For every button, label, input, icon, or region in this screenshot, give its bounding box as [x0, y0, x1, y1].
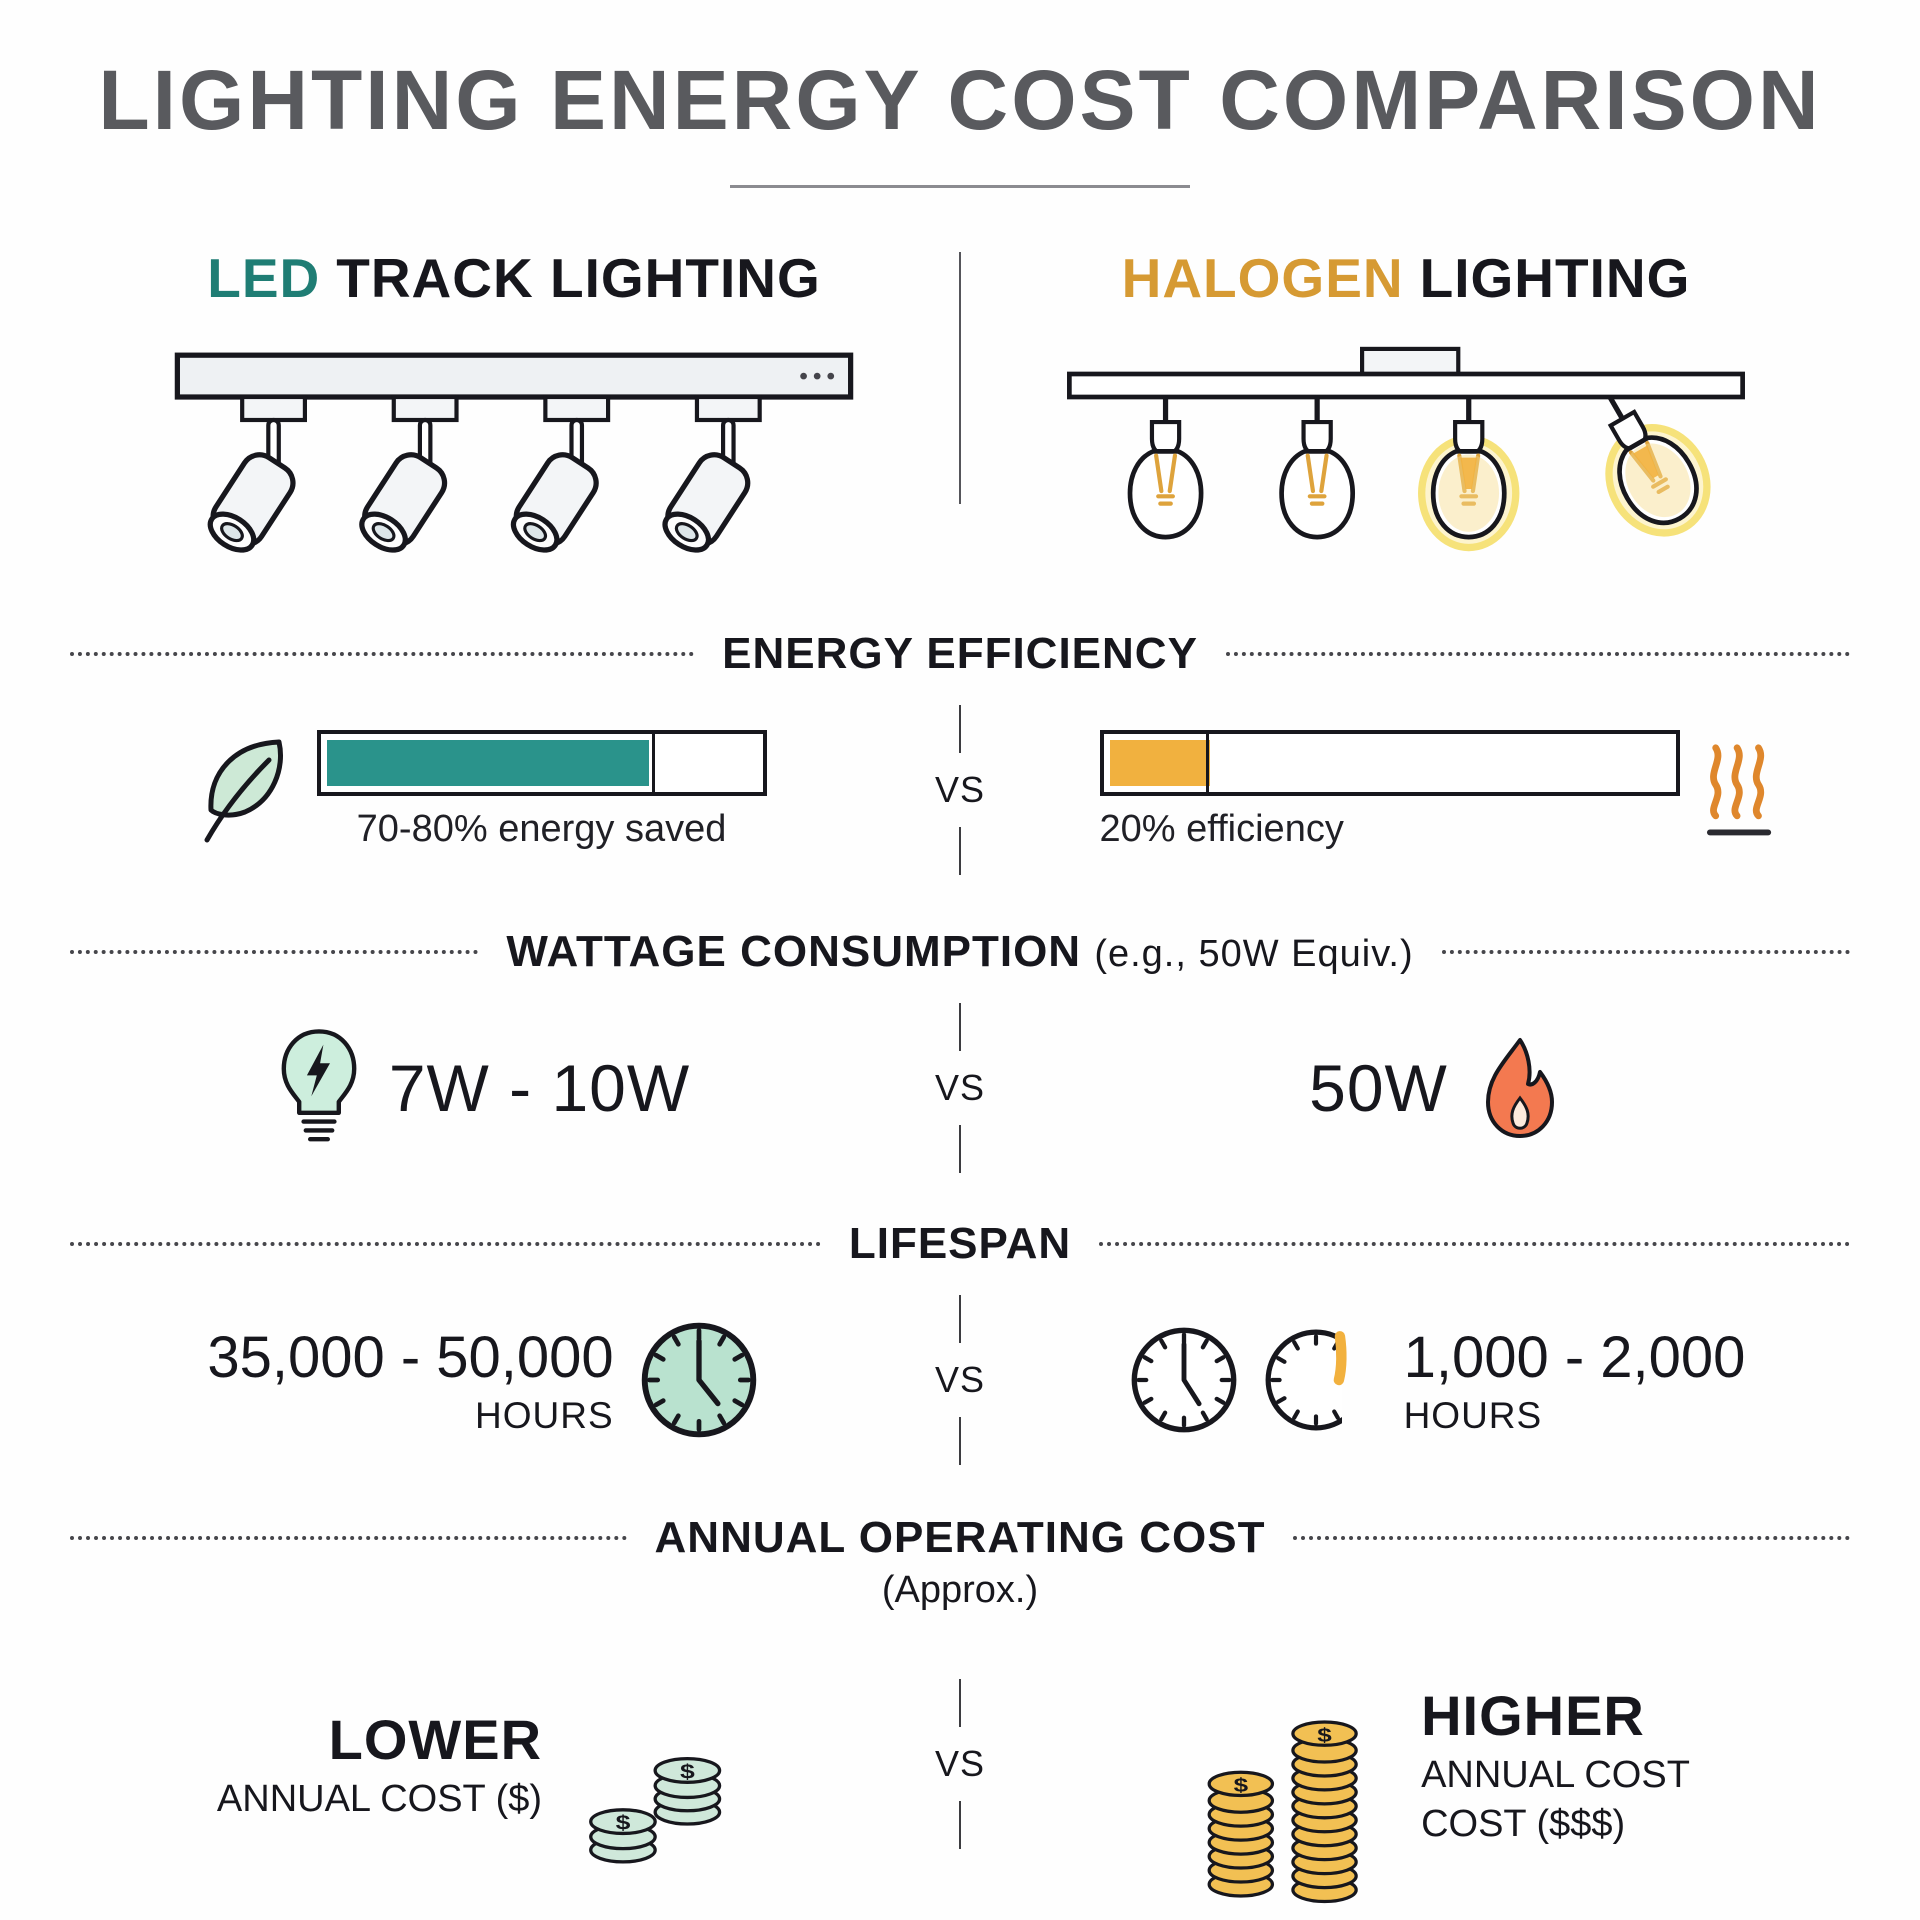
- vs-label: VS: [934, 1359, 986, 1401]
- led-lifespan-value: 35,000 - 50,000: [207, 1324, 614, 1390]
- section-heading-efficiency: ENERGY EFFICIENCY: [70, 629, 1851, 679]
- led-efficiency-bar-group: 70-80% energy saved: [316, 729, 767, 851]
- title-divider: [730, 185, 1190, 188]
- lifespan-row: 35,000 - 50,000 HOURS VS: [70, 1295, 1850, 1466]
- led-bulb-icon: [281, 1028, 357, 1142]
- efficiency-heading: ENERGY EFFICIENCY: [722, 629, 1198, 679]
- led-column: LED TRACK LIGHTING: [70, 246, 958, 589]
- dotted-leader: [1441, 950, 1851, 955]
- dotted-leader: [70, 950, 479, 955]
- led-lifespan-unit: HOURS: [475, 1394, 614, 1436]
- halogen-efficiency-bar: [1099, 729, 1680, 796]
- flame-icon: [1485, 1038, 1554, 1139]
- vs-line-top: [959, 705, 961, 754]
- vs-line-top: [959, 1679, 961, 1728]
- led-wattage-value: 7W - 10W: [388, 1051, 691, 1126]
- lifespan-halogen-cell: 1,000 - 2,000 HOURS: [1025, 1324, 1850, 1437]
- lifespan-heading: LIFESPAN: [848, 1219, 1072, 1269]
- section-heading-cost: ANNUAL OPERATING COST: [70, 1513, 1851, 1563]
- halogen-label: HALOGEN: [1121, 247, 1404, 309]
- wattage-heading: WATTAGE CONSUMPTION (e.g., 50W Equiv.): [506, 927, 1413, 977]
- clock-partial-icon: [1265, 1329, 1347, 1431]
- cost-row: LOWER ANNUAL COST ($) VS: [70, 1622, 1850, 1906]
- led-cost-text: LOWER ANNUAL COST ($): [217, 1707, 542, 1821]
- dotted-leader: [1099, 1242, 1850, 1247]
- coins-led-icon: [589, 1756, 722, 1864]
- led-lifespan-text: 35,000 - 50,000 HOURS: [207, 1324, 613, 1437]
- dotted-leader: [70, 1242, 821, 1247]
- halogen-cost-value: HIGHER: [1421, 1683, 1645, 1747]
- leaf-icon: [204, 739, 283, 843]
- wattage-heading-text: WATTAGE CONSUMPTION: [506, 927, 1082, 977]
- wattage-halogen-cell: 50W: [1025, 1034, 1850, 1142]
- coins-halogen-icon: [1207, 1720, 1358, 1904]
- dotted-leader: [70, 652, 695, 657]
- led-fill-mark: [652, 733, 655, 792]
- halogen-efficiency-label: 20% efficiency: [1099, 807, 1344, 850]
- vs-label: VS: [934, 1743, 986, 1785]
- column-divider-line: [959, 252, 961, 504]
- dotted-leader: [70, 1536, 627, 1541]
- vs-divider: VS: [895, 1679, 1025, 1850]
- halogen-efficiency-fill: [1109, 739, 1211, 786]
- halogen-fixture-illustration: [1067, 346, 1745, 552]
- vs-line-top: [959, 1295, 961, 1344]
- vs-line-bottom: [959, 827, 961, 876]
- section-heading-lifespan: LIFESPAN: [70, 1219, 1850, 1269]
- led-label-rest: TRACK LIGHTING: [336, 247, 821, 309]
- halogen-lifespan-unit: HOURS: [1403, 1394, 1543, 1436]
- vs-divider: VS: [895, 1003, 1025, 1174]
- clock-icon-halogen: [1131, 1327, 1236, 1433]
- halogen-column-title: HALOGEN LIGHTING: [1122, 246, 1691, 310]
- track-dots: [800, 372, 835, 380]
- halogen-lifespan-text: 1,000 - 2,000 HOURS: [1394, 1324, 1746, 1437]
- led-efficiency-fill: [326, 739, 649, 786]
- vs-divider: VS: [895, 1295, 1025, 1466]
- led-efficiency-label: 70-80% energy saved: [356, 807, 727, 850]
- efficiency-row: 70-80% energy saved VS 20% efficiency: [70, 705, 1850, 876]
- section-heading-wattage: WATTAGE CONSUMPTION (e.g., 50W Equiv.): [70, 927, 1851, 977]
- halogen-cost-sub1: ANNUAL COST: [1421, 1753, 1690, 1796]
- vs-line-bottom: [959, 1417, 961, 1466]
- halogen-label-rest: LIGHTING: [1419, 247, 1691, 309]
- product-columns: LED TRACK LIGHTING HALOGEN LIGHTING: [70, 246, 1850, 589]
- vs-line-bottom: [959, 1801, 961, 1850]
- cost-halogen-cell: HIGHER ANNUAL COST COST ($$$): [1025, 1622, 1850, 1906]
- halogen-wattage-value: 50W: [1309, 1051, 1448, 1126]
- cost-led-cell: LOWER ANNUAL COST ($): [70, 1653, 895, 1876]
- wattage-row: 7W - 10W VS 50W: [70, 1003, 1850, 1174]
- cost-heading: ANNUAL OPERATING COST: [654, 1513, 1266, 1563]
- halogen-column: HALOGEN LIGHTING: [962, 246, 1850, 589]
- vs-label: VS: [934, 769, 986, 811]
- cost-heading-note: (Approx.): [881, 1569, 1039, 1612]
- vs-line-bottom: [959, 1125, 961, 1174]
- halogen-fill-mark: [1206, 733, 1210, 792]
- wattage-led-cell: 7W - 10W: [70, 1027, 895, 1150]
- led-column-title: LED TRACK LIGHTING: [207, 246, 821, 310]
- halogen-efficiency-bar-group: 20% efficiency: [1099, 729, 1680, 851]
- dotted-leader: [1225, 652, 1851, 657]
- vs-divider: VS: [895, 705, 1025, 876]
- vs-label: VS: [934, 1067, 986, 1109]
- lifespan-led-cell: 35,000 - 50,000 HOURS: [70, 1321, 895, 1439]
- led-efficiency-bar: [316, 729, 767, 796]
- dotted-leader: [1293, 1536, 1851, 1541]
- efficiency-halogen-cell: 20% efficiency: [1025, 729, 1850, 851]
- halogen-lifespan-value: 1,000 - 2,000: [1403, 1324, 1746, 1390]
- led-cost-value: LOWER: [328, 1708, 543, 1772]
- efficiency-led-cell: 70-80% energy saved: [70, 729, 895, 851]
- clock-icon-led: [641, 1323, 756, 1438]
- wattage-heading-note: (e.g., 50W Equiv.): [1094, 933, 1414, 976]
- led-cost-sub: ANNUAL COST ($): [216, 1778, 543, 1821]
- halogen-cost-sub2: COST ($$$): [1421, 1802, 1626, 1845]
- page-title: LIGHTING ENERGY COST COMPARISON: [98, 53, 1822, 147]
- halogen-cost-text: HIGHER ANNUAL COST COST ($$$): [1411, 1683, 1690, 1846]
- led-label: LED: [207, 247, 321, 309]
- vs-line-top: [959, 1003, 961, 1052]
- heat-waves-icon: [1706, 744, 1771, 836]
- led-track-fixture-illustration: [174, 352, 854, 589]
